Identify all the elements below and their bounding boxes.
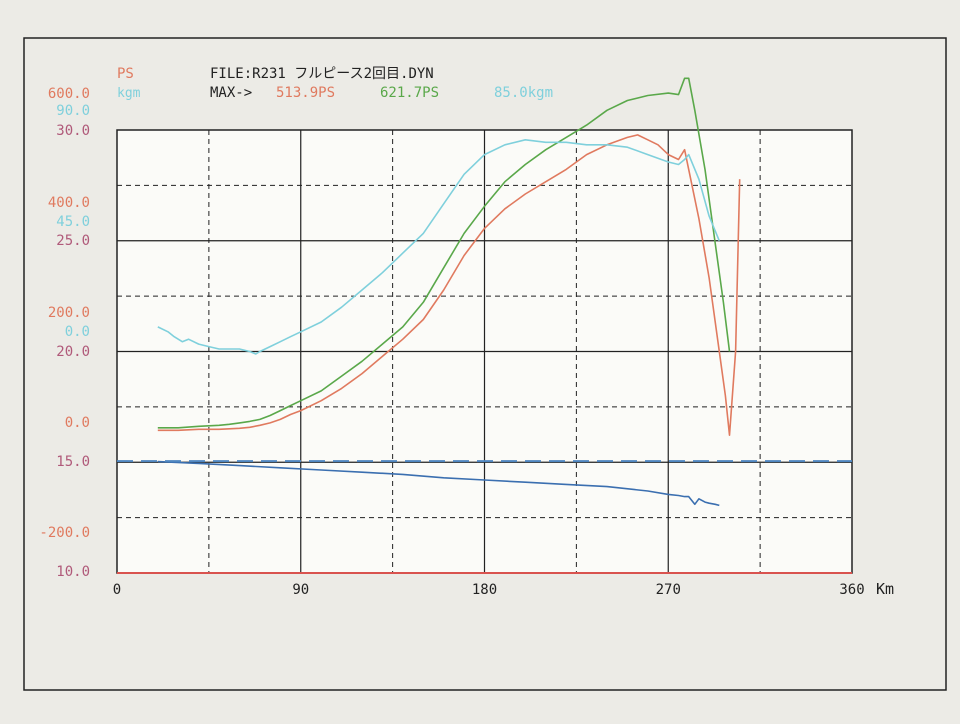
y-axis-label: 25.0 [56,233,90,249]
x-tick-label: 360 [839,582,864,598]
y-axis-label: 0.0 [65,415,90,431]
outer-frame [23,37,947,691]
x-tick-label: 270 [656,582,681,598]
plot-grid [116,129,853,574]
y-axis-label: 20.0 [56,344,90,360]
series-line-3 [157,139,721,355]
y-axis-label: 200.0 [48,305,90,321]
series-line-4 [157,460,720,507]
y-axis-label: -200.0 [39,525,90,541]
y-axis-label: 45.0 [56,214,90,230]
y-axis-label: 400.0 [48,195,90,211]
max-kgm-label: 85.0kgm [494,85,553,101]
max-label: MAX-> [210,85,252,101]
y-axis-label: 30.0 [56,123,90,139]
y-axis-labels: 600.090.0 30.0 400.0 45.0 25.0 200.0 0.0 20.0 0.… [39,86,90,580]
kgm-unit-label: kgm [117,86,141,101]
x-axis-tick-labels: 0 90 180 270 360 [113,582,865,598]
max-ps-1-label: 513.9PS [276,85,335,101]
y-axis-label: 10.0 [56,564,90,580]
y-axis-label: 0.0 [65,324,90,340]
max-ps-2-label: 621.7PS [380,85,439,101]
y-axis-label: 600.0 [48,86,90,102]
x-tick-label: 90 [292,582,309,598]
series-line-2 [157,77,731,429]
y-axis-label: 90.0 [56,103,90,119]
ps-unit-label: PS [117,66,134,82]
chart-series [117,77,852,507]
x-axis-label: Km [876,580,894,598]
y-axis-label: 15.0 [56,454,90,470]
file-label: FILE:R231 フルピース2回目.DYN [210,66,434,82]
series-line-1 [157,134,741,437]
x-tick-label: 0 [113,582,121,598]
x-tick-label: 180 [472,582,497,598]
